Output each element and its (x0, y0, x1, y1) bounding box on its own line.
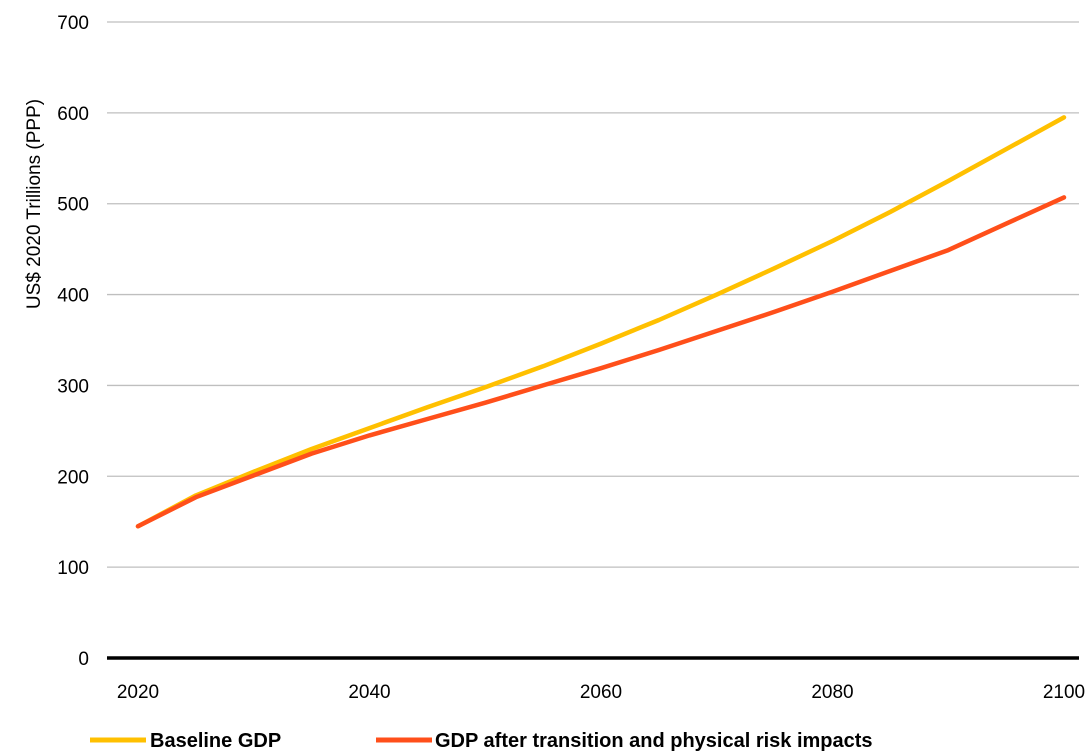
y-tick-label: 400 (57, 286, 89, 307)
y-tick-label: 500 (57, 195, 89, 216)
y-tick-label: 0 (78, 649, 89, 670)
y-axis-ticks: 0 100 200 300 400 500 600 700 (57, 13, 89, 670)
y-tick-label: 700 (57, 13, 89, 34)
y-tick-label: 100 (57, 558, 89, 579)
legend-label: GDP after transition and physical risk i… (435, 730, 873, 751)
series-line-1 (135, 195, 1067, 529)
x-axis-ticks: 2020 2040 2060 2080 2100 (117, 682, 1085, 703)
x-tick-label: 2080 (811, 682, 853, 703)
x-tick-label: 2100 (1043, 682, 1085, 703)
y-tick-label: 600 (57, 104, 89, 125)
y-axis-label: US$ 2020 Trillions (PPP) (24, 99, 45, 309)
x-tick-label: 2020 (117, 682, 159, 703)
y-tick-label: 300 (57, 376, 89, 397)
legend-label: Baseline GDP (150, 730, 281, 751)
x-tick-label: 2060 (580, 682, 622, 703)
gridlines (107, 21, 1079, 568)
y-tick-label: 200 (57, 467, 89, 488)
series-line-0 (135, 115, 1067, 529)
series-lines (135, 115, 1067, 529)
x-tick-label: 2040 (348, 682, 390, 703)
legend: Baseline GDP GDP after transition and phy… (90, 730, 873, 751)
